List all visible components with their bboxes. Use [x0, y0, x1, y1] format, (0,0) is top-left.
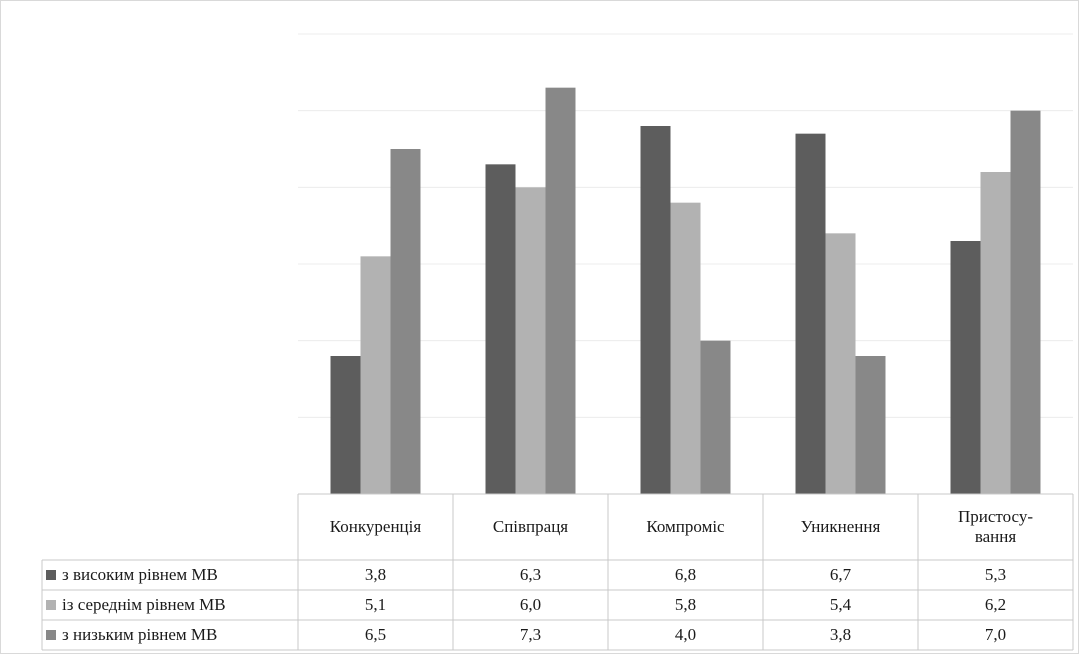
table-cell: 3,8 — [829, 625, 852, 644]
bar-3-3 — [700, 340, 731, 494]
category-label: Співпраця — [492, 517, 569, 536]
legend-swatch — [46, 630, 56, 640]
table-cell: 6,3 — [519, 565, 542, 584]
legend-label: з низьким рівнем МВ — [62, 625, 218, 644]
table-cell: 5,4 — [829, 595, 852, 614]
bar-2-2 — [515, 187, 546, 495]
category-label: Конкуренція — [329, 517, 422, 536]
table-cell: 7,0 — [984, 625, 1007, 644]
legend-label: з високим рівнем МВ — [62, 565, 218, 584]
table-cell: 5,8 — [674, 595, 697, 614]
category-label: Компроміс — [646, 517, 725, 536]
table-cell: 6,5 — [364, 625, 387, 644]
table-cell: 7,3 — [519, 625, 542, 644]
legend-label: із середнім рівнем МВ — [62, 595, 226, 614]
bar-1-4 — [795, 133, 826, 494]
table-cell: 6,8 — [674, 565, 697, 584]
bar-2-1 — [360, 256, 391, 494]
legend-entry: з високим рівнем МВ — [46, 560, 298, 590]
legend-entry: із середнім рівнем МВ — [46, 590, 298, 620]
table-cell: 4,0 — [674, 625, 697, 644]
table-cell: 3,8 — [364, 565, 387, 584]
table-cell: 5,3 — [984, 565, 1007, 584]
bar-3-1 — [390, 149, 421, 494]
legend-entry: з низьким рівнем МВ — [46, 620, 298, 650]
bar-3-5 — [1010, 110, 1041, 495]
category-label: Уникнення — [800, 517, 881, 536]
table-cell: 5,1 — [364, 595, 387, 614]
bar-2-3 — [670, 202, 701, 494]
table-cell: 6,2 — [984, 595, 1007, 614]
category-label: Пристосу-вання — [957, 507, 1034, 546]
legend-swatch — [46, 600, 56, 610]
table-cell: 6,7 — [829, 565, 852, 584]
bar-1-5 — [950, 241, 981, 494]
table-cell: 6,0 — [519, 595, 542, 614]
bar-3-2 — [545, 87, 576, 495]
bar-1-3 — [640, 126, 671, 494]
bar-3-4 — [855, 356, 886, 494]
bar-2-4 — [825, 233, 856, 495]
bar-1-1 — [330, 356, 361, 494]
bar-1-2 — [485, 164, 516, 495]
bar-2-5 — [980, 172, 1011, 494]
legend-swatch — [46, 570, 56, 580]
